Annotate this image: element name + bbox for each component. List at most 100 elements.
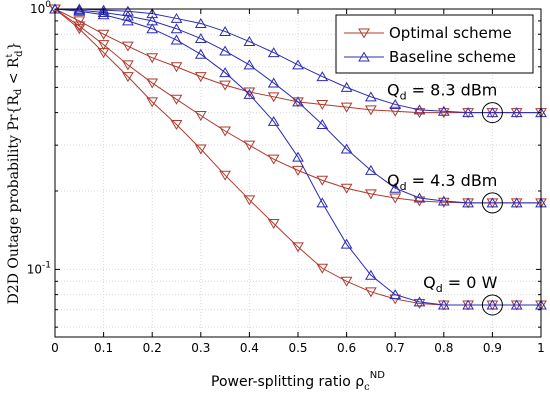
data-point [462, 197, 474, 208]
x-tick-label: 0.4 [240, 341, 259, 355]
x-tick-label: 0.1 [94, 341, 113, 355]
data-point [340, 102, 353, 113]
y-axis-title-sup2: t [5, 54, 15, 58]
data-point [316, 263, 329, 274]
data-point [340, 143, 353, 154]
data-point [122, 15, 134, 26]
legend-marker [358, 28, 370, 39]
data-point [194, 144, 207, 155]
annotation-label: Qd = 0 W [423, 273, 497, 295]
data-point [365, 189, 377, 200]
x-tick-label: 0.8 [434, 341, 453, 355]
data-point [122, 5, 134, 16]
legend-item-baseline: Baseline scheme [344, 48, 516, 66]
data-point [170, 94, 183, 105]
x-tick-label: 0.3 [191, 341, 210, 355]
data-point [510, 299, 523, 310]
data-point [73, 5, 86, 16]
annotation-value: = 8.3 dBm [407, 81, 498, 100]
y-tick-base: 10 [30, 2, 45, 16]
data-point [194, 17, 207, 28]
data-point [243, 88, 256, 99]
legend-item-optimal: Optimal scheme [344, 24, 512, 42]
data-point [437, 105, 450, 116]
data-point [365, 269, 377, 280]
data-point [73, 24, 86, 35]
data-point [219, 67, 231, 78]
data-point [413, 104, 426, 115]
data-point [267, 77, 280, 88]
data-point [316, 197, 329, 208]
data-point [170, 34, 183, 45]
y-tick-base: 10 [27, 262, 42, 276]
annotation-value: = 0 W [443, 273, 498, 292]
data-point [97, 29, 110, 40]
data-point [413, 108, 426, 119]
data-point [316, 71, 329, 82]
data-point [73, 4, 86, 15]
data-point [486, 107, 499, 118]
data-point [365, 91, 377, 102]
y-axis-title-sub1: d [13, 88, 24, 95]
series-baseline-4 [49, 3, 547, 208]
data-point [146, 23, 159, 34]
annotation-q: Q [387, 171, 400, 190]
annotation-circle [481, 192, 503, 214]
data-point [267, 154, 280, 165]
data-point [97, 4, 110, 15]
annotation-sub: d [436, 282, 443, 295]
data-point [219, 25, 231, 36]
data-point [437, 299, 450, 310]
data-point [389, 98, 402, 109]
data-point [146, 78, 159, 89]
data-point [292, 59, 304, 70]
data-point [219, 45, 231, 56]
x-tick-label: 0.6 [337, 341, 356, 355]
legend-marker [358, 51, 370, 62]
series-line [54, 8, 541, 204]
data-point [486, 197, 499, 208]
data-point [292, 151, 304, 162]
x-tick-label: 0.2 [143, 341, 162, 355]
annotation-q: Q [387, 81, 400, 100]
x-tick-label: 1 [537, 341, 545, 355]
data-point [340, 276, 353, 287]
y-tick-exponent: -1 [42, 260, 51, 270]
data-point [316, 175, 329, 186]
legend-box [335, 14, 534, 74]
data-point [267, 115, 280, 126]
y-tick-exponent: 0 [45, 0, 51, 10]
data-point [219, 126, 231, 137]
series-baseline-5 [49, 3, 547, 310]
data-point [413, 298, 426, 309]
y-axis-title-main: D2D Outage probability Pr{R [6, 95, 22, 305]
data-point [340, 183, 353, 194]
data-point [413, 296, 426, 307]
data-point [122, 41, 134, 52]
data-point [510, 197, 523, 208]
data-point [97, 48, 110, 59]
data-point [365, 105, 377, 116]
annotation-circle [481, 294, 503, 316]
data-point [389, 289, 402, 300]
data-point [146, 8, 159, 19]
x-tick-label: 0.9 [483, 341, 502, 355]
data-point [122, 72, 134, 83]
data-point [267, 47, 280, 58]
data-point [243, 36, 256, 47]
data-point [316, 99, 329, 110]
data-point [292, 96, 304, 107]
annotation-sub: d [400, 90, 407, 103]
series-line [55, 8, 541, 114]
annotation-circle [481, 102, 503, 124]
data-point [316, 119, 329, 130]
y-axis-title: D2D Outage probability Pr{Rd < Rtd} [5, 42, 25, 305]
data-point [462, 107, 474, 118]
data-point [170, 62, 183, 73]
data-point [97, 40, 110, 51]
y-axis-title-end: } [6, 42, 22, 51]
data-point [97, 9, 110, 20]
data-point [146, 97, 159, 108]
data-point [389, 106, 402, 117]
